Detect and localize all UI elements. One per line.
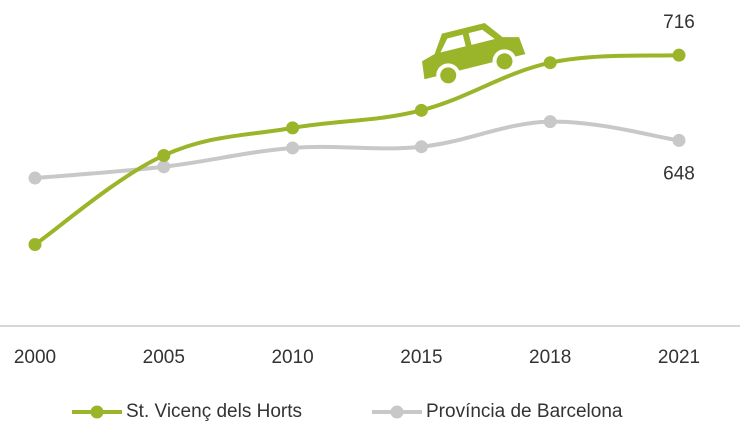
legend-label: Província de Barcelona: [426, 401, 623, 422]
point: [286, 121, 300, 135]
x-tick-label: 2015: [400, 347, 442, 368]
data-label: 648: [663, 163, 695, 184]
point: [414, 140, 428, 154]
x-tick-label: 2018: [529, 347, 571, 368]
x-tick-label: 2000: [14, 347, 56, 368]
point: [414, 103, 428, 117]
point: [157, 160, 171, 174]
legend-label: St. Vicenç dels Horts: [126, 401, 302, 422]
car-icon: [422, 22, 526, 88]
x-tick-label: 2005: [143, 347, 185, 368]
data-label: 716: [663, 12, 695, 33]
line: [33, 53, 680, 247]
legend-marker: [390, 405, 404, 419]
x-tick-label: 2021: [658, 347, 700, 368]
legend-marker: [90, 405, 104, 419]
point: [286, 141, 300, 155]
point: [672, 133, 686, 147]
line: [34, 119, 680, 181]
x-tick-label: 2010: [271, 347, 313, 368]
point: [28, 238, 42, 251]
point: [157, 148, 171, 162]
point: [543, 56, 557, 70]
point: [672, 48, 686, 62]
point: [543, 115, 557, 129]
point: [28, 171, 42, 185]
